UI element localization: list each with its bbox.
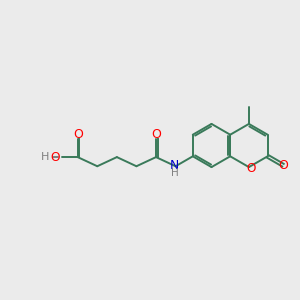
Text: O: O xyxy=(247,162,256,176)
Text: N: N xyxy=(170,158,179,172)
Text: O: O xyxy=(51,151,60,164)
Text: O: O xyxy=(278,159,288,172)
Text: O: O xyxy=(73,128,82,141)
Text: H: H xyxy=(171,168,178,178)
Text: O: O xyxy=(151,128,161,141)
Text: H: H xyxy=(40,152,49,162)
